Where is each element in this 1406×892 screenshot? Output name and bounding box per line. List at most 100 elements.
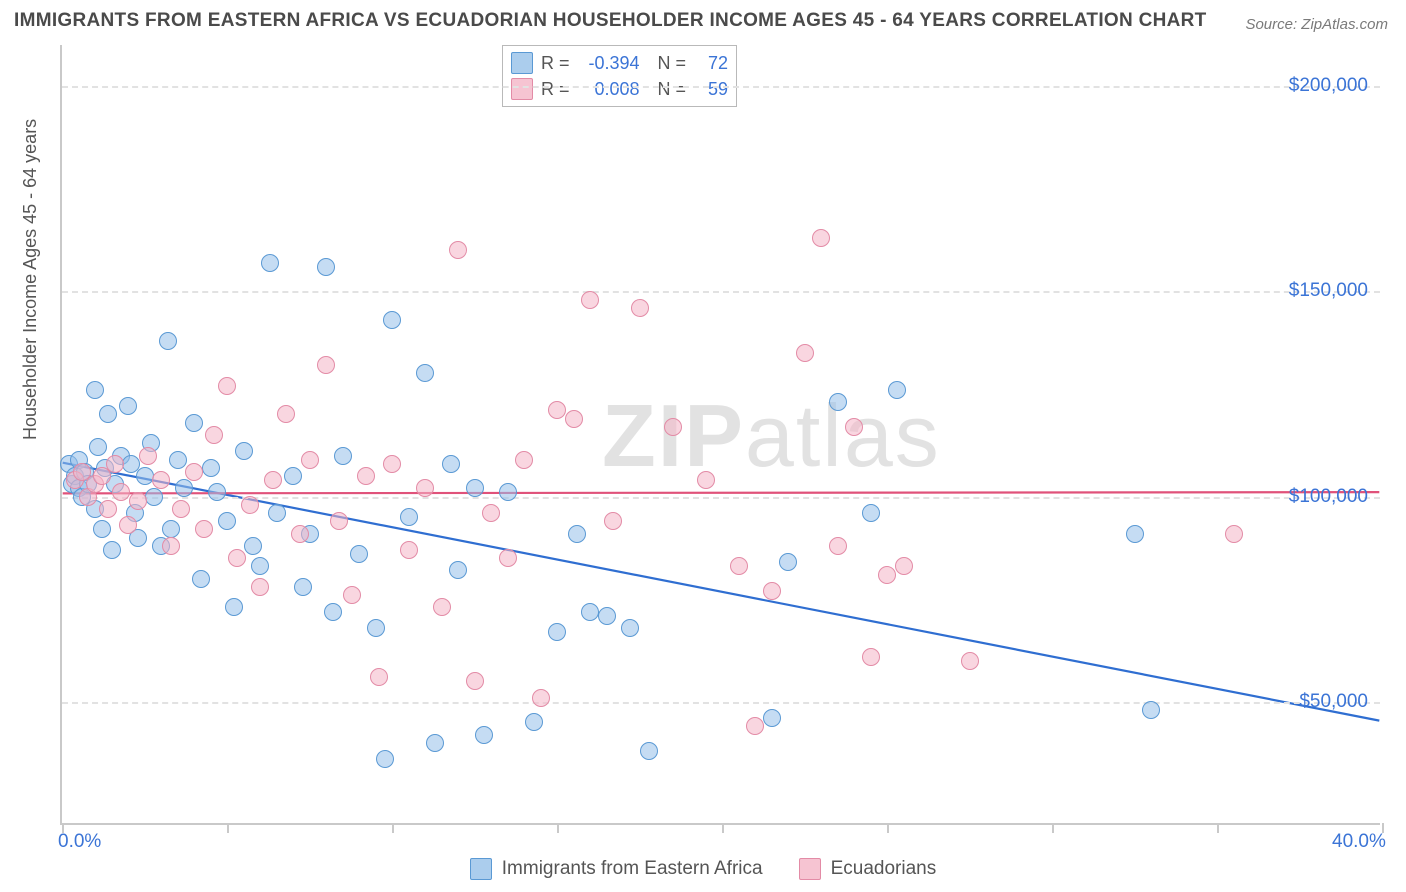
- scatter-point: [888, 381, 906, 399]
- scatter-point: [548, 401, 566, 419]
- scatter-point: [86, 381, 104, 399]
- scatter-point: [433, 598, 451, 616]
- watermark: ZIPatlas: [602, 385, 941, 487]
- scatter-point: [426, 734, 444, 752]
- trend-lines: [62, 45, 1380, 823]
- r-label: R =: [541, 53, 570, 74]
- scatter-point: [845, 418, 863, 436]
- legend-bottom: Immigrants from Eastern Africa Ecuadoria…: [0, 858, 1406, 880]
- legend-item-1: Immigrants from Eastern Africa: [470, 858, 763, 880]
- scatter-point: [449, 561, 467, 579]
- scatter-point: [202, 459, 220, 477]
- scatter-point: [136, 467, 154, 485]
- scatter-point: [730, 557, 748, 575]
- scatter-point: [228, 549, 246, 567]
- scatter-point: [1225, 525, 1243, 543]
- scatter-point: [112, 483, 130, 501]
- scatter-point: [383, 311, 401, 329]
- scatter-point: [532, 689, 550, 707]
- scatter-point: [152, 471, 170, 489]
- scatter-point: [499, 549, 517, 567]
- scatter-point: [291, 525, 309, 543]
- swatch-blue-icon: [470, 858, 492, 880]
- legend-row-series-2: R = 0.008 N = 59: [511, 76, 728, 102]
- scatter-point: [251, 557, 269, 575]
- scatter-point: [106, 455, 124, 473]
- swatch-pink-icon: [511, 78, 533, 100]
- scatter-point: [317, 356, 335, 374]
- scatter-point: [119, 516, 137, 534]
- y-tick-label: $100,000: [1289, 486, 1368, 508]
- legend-row-series-1: R = -0.394 N = 72: [511, 50, 728, 76]
- scatter-point: [416, 479, 434, 497]
- gridline: [62, 86, 1380, 88]
- scatter-point: [383, 455, 401, 473]
- scatter-point: [525, 713, 543, 731]
- scatter-point: [268, 504, 286, 522]
- scatter-point: [466, 479, 484, 497]
- scatter-point: [235, 442, 253, 460]
- legend-label-2: Ecuadorians: [831, 858, 937, 880]
- scatter-point: [763, 709, 781, 727]
- scatter-point: [829, 393, 847, 411]
- scatter-point: [878, 566, 896, 584]
- x-tick: [722, 823, 724, 833]
- x-tick: [557, 823, 559, 833]
- scatter-point: [515, 451, 533, 469]
- scatter-point: [218, 377, 236, 395]
- scatter-point: [218, 512, 236, 530]
- scatter-point: [205, 426, 223, 444]
- scatter-point: [93, 520, 111, 538]
- y-axis-label: Householder Income Ages 45 - 64 years: [20, 119, 41, 440]
- x-tick: [227, 823, 229, 833]
- scatter-point: [499, 483, 517, 501]
- scatter-point: [334, 447, 352, 465]
- scatter-point: [581, 603, 599, 621]
- scatter-point: [284, 467, 302, 485]
- scatter-point: [208, 483, 226, 501]
- scatter-point: [400, 508, 418, 526]
- scatter-point: [192, 570, 210, 588]
- swatch-pink-icon: [799, 858, 821, 880]
- scatter-point: [1142, 701, 1160, 719]
- scatter-point: [162, 520, 180, 538]
- y-tick-label: $50,000: [1299, 691, 1368, 713]
- scatter-point: [169, 451, 187, 469]
- scatter-point: [548, 623, 566, 641]
- plot-area: ZIPatlas R = -0.394 N = 72 R = 0.008 N =…: [60, 45, 1380, 825]
- x-tick: [1217, 823, 1219, 833]
- scatter-point: [185, 463, 203, 481]
- scatter-point: [1126, 525, 1144, 543]
- n-value-1: 72: [694, 53, 728, 74]
- scatter-point: [172, 500, 190, 518]
- x-tick-label: 40.0%: [1332, 831, 1386, 853]
- n-value-2: 59: [694, 79, 728, 100]
- scatter-point: [99, 405, 117, 423]
- scatter-point: [175, 479, 193, 497]
- scatter-point: [449, 241, 467, 259]
- scatter-point: [294, 578, 312, 596]
- scatter-point: [251, 578, 269, 596]
- scatter-point: [746, 717, 764, 735]
- scatter-point: [466, 672, 484, 690]
- scatter-point: [225, 598, 243, 616]
- scatter-point: [779, 553, 797, 571]
- scatter-point: [796, 344, 814, 362]
- scatter-point: [664, 418, 682, 436]
- scatter-point: [99, 500, 117, 518]
- scatter-point: [264, 471, 282, 489]
- scatter-point: [697, 471, 715, 489]
- x-tick: [887, 823, 889, 833]
- n-label: N =: [658, 79, 687, 100]
- scatter-point: [631, 299, 649, 317]
- scatter-point: [195, 520, 213, 538]
- scatter-point: [812, 229, 830, 247]
- scatter-point: [89, 438, 107, 456]
- x-tick: [392, 823, 394, 833]
- scatter-point: [370, 668, 388, 686]
- y-tick-label: $150,000: [1289, 280, 1368, 302]
- scatter-point: [475, 726, 493, 744]
- trend-line: [63, 492, 1380, 493]
- scatter-point: [301, 451, 319, 469]
- scatter-point: [139, 447, 157, 465]
